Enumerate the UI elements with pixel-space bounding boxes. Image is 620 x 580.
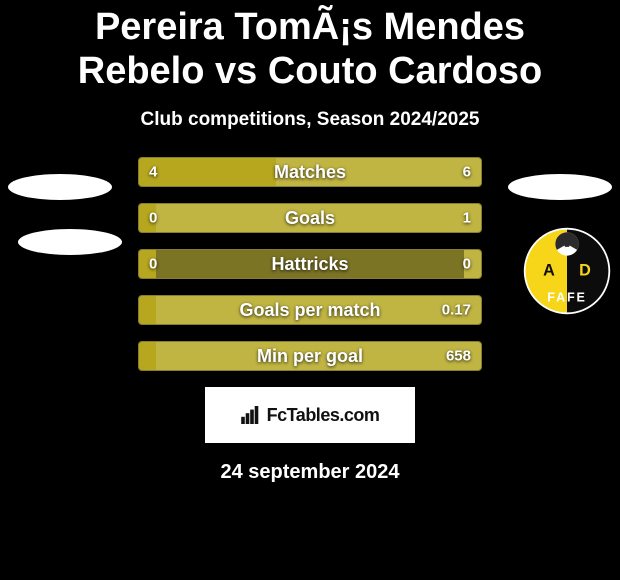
- right-bar: [464, 250, 481, 278]
- right-bar: [156, 296, 481, 324]
- left-bar: [139, 204, 156, 232]
- right-bar: [156, 204, 481, 232]
- comparison-chart: 46Matches 01Goals 00Hattricks 0.17Goals per…: [0, 157, 620, 371]
- left-bar: [139, 250, 156, 278]
- brand-text: FcTables.com: [267, 405, 380, 426]
- subtitle: Club competitions, Season 2024/2025: [0, 109, 620, 131]
- left-bar: [139, 342, 156, 370]
- stat-row: 01Goals: [138, 203, 482, 233]
- date-label: 24 september 2024: [0, 461, 620, 484]
- brand-card: FcTables.com: [205, 387, 415, 443]
- stat-row: 00Hattricks: [138, 249, 482, 279]
- page-title: Pereira TomÃ¡s Mendes Rebelo vs Couto Ca…: [0, 0, 620, 95]
- stat-label: Hattricks: [139, 250, 481, 278]
- bar-chart-icon: [241, 406, 263, 424]
- stat-row: 658Min per goal: [138, 341, 482, 371]
- stat-row: 0.17Goals per match: [138, 295, 482, 325]
- right-bar: [156, 342, 481, 370]
- right-bar: [276, 158, 481, 186]
- left-bar: [139, 296, 156, 324]
- left-bar: [139, 158, 276, 186]
- stat-row: 46Matches: [138, 157, 482, 187]
